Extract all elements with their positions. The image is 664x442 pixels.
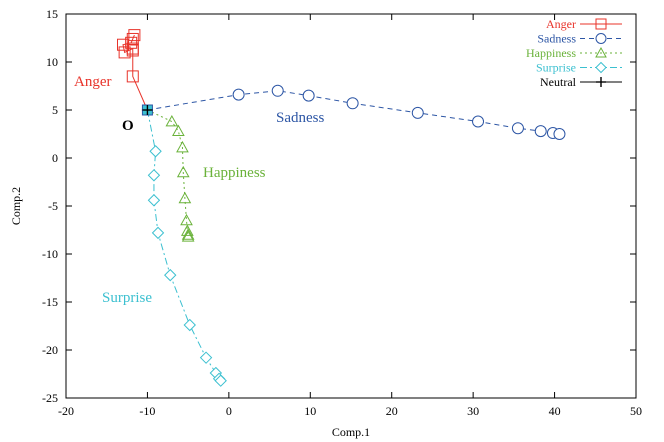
diamond-marker — [147, 169, 161, 182]
circle-marker — [472, 115, 485, 128]
circle-marker — [346, 97, 359, 110]
square-marker — [126, 32, 139, 45]
legend-label-anger: Anger — [546, 17, 576, 31]
series-surprise — [146, 109, 227, 387]
diamond-marker — [199, 351, 213, 364]
y-tick-label: -20 — [42, 343, 58, 357]
anger-line — [122, 34, 148, 111]
square-marker — [126, 70, 139, 83]
x-tick-label: -20 — [58, 404, 74, 418]
y-axis-label: Comp.2 — [9, 187, 23, 225]
diamond-marker — [595, 61, 607, 74]
circle-marker — [534, 125, 547, 138]
series-anger — [117, 29, 148, 111]
series-layer — [117, 29, 566, 387]
annotations: Anger Sadness Happiness Surprise O — [74, 74, 324, 306]
diamond-marker — [147, 194, 161, 207]
x-tick-label: 0 — [226, 404, 232, 418]
legend-label-sadness: Sadness — [537, 32, 576, 46]
series-sadness — [147, 84, 566, 140]
x-axis-label: Comp.1 — [332, 425, 370, 439]
x-tick-label: 20 — [386, 404, 398, 418]
diamond-marker — [151, 226, 165, 240]
triangle-marker — [180, 224, 194, 236]
y-tick-label: 15 — [46, 7, 58, 21]
x-tick-label: 40 — [549, 404, 561, 418]
legend-label-happiness: Happiness — [526, 46, 576, 60]
legend-label-surprise: Surprise — [536, 61, 576, 75]
legend-item-sadness: Sadness — [537, 32, 622, 46]
x-tick-label: -10 — [139, 404, 155, 418]
legend-item-neutral: Neutral — [540, 75, 622, 89]
y-tick-label: -25 — [42, 391, 58, 405]
circle-marker — [595, 33, 607, 44]
annotation-anger: Anger — [74, 74, 112, 90]
y-tick-label: -10 — [42, 247, 58, 261]
circle-marker — [232, 88, 245, 101]
origin-marker — [141, 104, 153, 116]
square-marker — [125, 36, 138, 49]
annotation-happiness: Happiness — [203, 165, 266, 181]
square-marker — [118, 46, 131, 59]
y-tick-label: -15 — [42, 295, 58, 309]
diamond-marker — [183, 318, 196, 332]
y-tick-label: -5 — [48, 199, 58, 213]
diamond-marker — [164, 268, 177, 282]
circle-marker — [553, 128, 566, 140]
triangle-marker — [176, 165, 190, 178]
square-marker — [128, 29, 141, 42]
circle-marker — [411, 106, 424, 119]
triangle-marker — [176, 140, 189, 153]
annotation-sadness: Sadness — [276, 110, 324, 126]
legend-item-anger: Anger — [546, 17, 622, 31]
sadness-line — [147, 90, 560, 135]
series-happiness — [147, 109, 195, 242]
legend-item-surprise: Surprise — [536, 61, 622, 75]
origin-label: O — [122, 118, 134, 134]
diamond-marker — [149, 145, 162, 158]
x-tick-label: 50 — [630, 404, 642, 418]
y-tick-label: 0 — [52, 151, 58, 165]
x-tick-label: 10 — [304, 404, 316, 418]
triangle-marker — [595, 46, 607, 58]
square-marker — [595, 18, 607, 30]
y-tick-label: 5 — [52, 103, 58, 117]
triangle-marker — [165, 114, 179, 127]
circle-marker — [271, 84, 284, 97]
triangle-marker — [178, 191, 192, 204]
legend-item-happiness: Happiness — [526, 46, 622, 60]
diamond-marker — [214, 374, 227, 387]
x-tick-label: 30 — [467, 404, 479, 418]
circle-marker — [302, 89, 315, 102]
triangle-marker — [172, 124, 185, 137]
legend-label-neutral: Neutral — [540, 75, 577, 89]
triangle-marker — [180, 213, 193, 226]
y-tick-label: 10 — [46, 55, 58, 69]
triangle-marker — [181, 228, 195, 240]
plus-marker — [596, 77, 606, 87]
triangle-marker — [181, 230, 195, 242]
circle-marker — [511, 122, 524, 135]
annotation-surprise: Surprise — [102, 290, 152, 306]
